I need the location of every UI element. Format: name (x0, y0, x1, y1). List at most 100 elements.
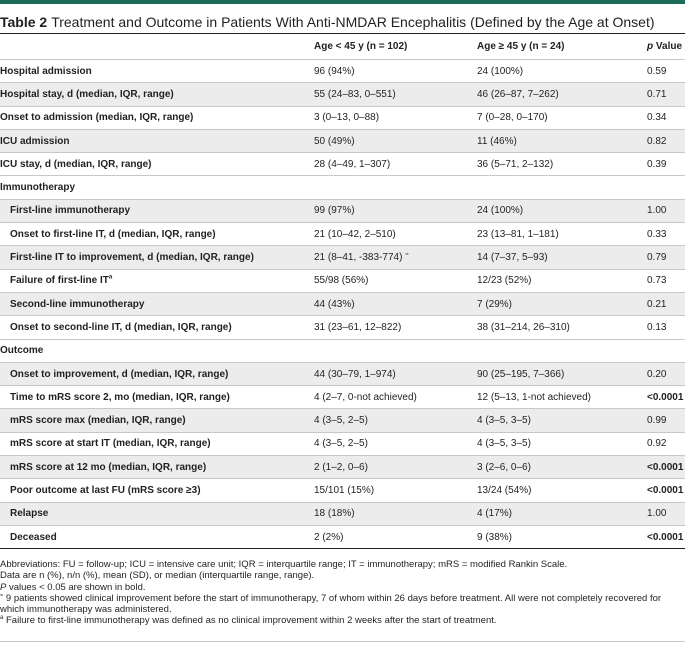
table-row: Onset to improvement, d (median, IQR, ra… (0, 362, 685, 386)
cell-p-value: 1.00 (647, 508, 667, 520)
row-label: mRS score at 12 mo (median, IQR, range) (10, 461, 207, 473)
cell-age-under-45: 28 (4–49, 1–307) (314, 158, 391, 170)
row-label: Second-line immunotherapy (10, 298, 145, 310)
footnote-improvement: ≈ 9 patients showed clinical improvement… (0, 592, 662, 616)
row-label: Outcome (0, 345, 44, 357)
cell-age-45-plus: 4 (17%) (477, 508, 513, 520)
cell-age-under-45 (314, 176, 477, 199)
table-row: Deceased 2 (2%) 9 (38%) <0.0001 (0, 525, 685, 549)
row-label: mRS score max (median, IQR, range) (10, 415, 186, 427)
cell-age-under-45: 4 (3–5, 2–5) (314, 438, 368, 450)
footnote-failure: a Failure to first-line immunotherapy wa… (0, 615, 497, 627)
row-label: ICU stay, d (median, IQR, range) (0, 158, 152, 170)
cell-p-value: 0.79 (647, 252, 667, 264)
header-p-value: p Value (647, 41, 683, 52)
cell-age-45-plus: 23 (13–81, 1–181) (477, 228, 559, 240)
table-row: ICU stay, d (median, IQR, range) 28 (4–49… (0, 152, 685, 176)
cell-p-value: 0.82 (647, 135, 667, 147)
cell-age-under-45 (314, 339, 477, 362)
cell-age-45-plus: 46 (26–87, 7–262) (477, 88, 559, 100)
cell-age-under-45: 44 (30–79, 1–974) (314, 368, 396, 380)
header-label-col (0, 34, 314, 60)
cell-age-under-45: 50 (49%) (314, 135, 355, 147)
cell-age-under-45: 3 (0–13, 0–88) (314, 112, 380, 124)
row-label: mRS score at start IT (median, IQR, rang… (10, 438, 211, 450)
cell-age-under-45: 21 (10–42, 2–510) (314, 228, 396, 240)
cell-age-under-45: 2 (2%) (314, 531, 344, 543)
cell-age-45-plus: 90 (25–195, 7–366) (477, 368, 565, 380)
cell-age-45-plus (477, 176, 647, 199)
row-label: Onset to first-line IT, d (median, IQR, … (10, 228, 216, 240)
table-row: Relapse 18 (18%) 4 (17%) 1.00 (0, 502, 685, 526)
row-label: First-line immunotherapy (10, 205, 131, 217)
cell-p-value: 0.73 (647, 275, 667, 287)
cell-p-value: <0.0001 (647, 461, 684, 473)
table-row: Second-line immunotherapy 44 (43%) 7 (29%)… (0, 292, 685, 316)
table-title: Table 2 Treatment and Outcome in Patients… (0, 4, 685, 33)
row-label: Onset to admission (median, IQR, range) (0, 112, 194, 124)
row-label: Hospital stay, d (median, IQR, range) (0, 88, 174, 100)
cell-age-under-45: 55/98 (56%) (314, 275, 369, 287)
cell-age-45-plus: 12/23 (52%) (477, 275, 532, 287)
cell-p-value (647, 176, 685, 199)
cell-age-45-plus: 4 (3–5, 3–5) (477, 438, 531, 450)
table-row: Outcome (0, 339, 685, 362)
table-number: Table 2 (0, 14, 48, 30)
cell-p-value: 0.39 (647, 158, 667, 170)
cell-p-value: 0.20 (647, 368, 667, 380)
table-row: Hospital stay, d (median, IQR, range) 55 … (0, 82, 685, 107)
cell-age-under-45: 2 (1–2, 0–6) (314, 461, 368, 473)
row-label: Hospital admission (0, 65, 92, 77)
cell-age-45-plus: 7 (0–28, 0–170) (477, 112, 548, 124)
table-row: Failure of first-line ITa 55/98 (56%) 12/2… (0, 269, 685, 292)
table-row: ICU admission 50 (49%) 11 (46%) 0.82 (0, 129, 685, 153)
header-young-group: Age < 45 y (n = 102) (314, 41, 408, 52)
cell-p-value: 0.99 (647, 415, 667, 427)
table-row: mRS score max (median, IQR, range) 4 (3–5… (0, 408, 685, 433)
cell-p-value: 0.92 (647, 438, 667, 450)
row-label: Time to mRS score 2, mo (median, IQR, ra… (10, 391, 230, 403)
row-label: First-line IT to improvement, d (median,… (10, 252, 254, 264)
table-row: Onset to second-line IT, d (median, IQR,… (0, 315, 685, 339)
row-label: Failure of first-line ITa (10, 274, 113, 287)
top-accent-bar (0, 0, 685, 4)
table-row: Onset to admission (median, IQR, range) 3… (0, 106, 685, 129)
cell-age-under-45: 4 (3–5, 2–5) (314, 415, 368, 427)
cell-age-45-plus: 12 (5–13, 1-not achieved) (477, 391, 591, 403)
cell-age-45-plus: 38 (31–214, 26–310) (477, 321, 570, 333)
cell-age-under-45: 21 (8–41, -383-774) ≈ (314, 251, 409, 264)
data-format-note: Data are n (%), n/n (%), mean (SD), or m… (0, 570, 315, 582)
row-label: Onset to improvement, d (median, IQR, ra… (10, 368, 229, 380)
row-label: Immunotherapy (0, 182, 76, 194)
cell-p-value: 0.71 (647, 88, 667, 100)
cell-age-under-45: 4 (2–7, 0-not achieved) (314, 391, 417, 403)
cell-age-45-plus: 24 (100%) (477, 205, 524, 217)
cell-p-value: <0.0001 (647, 531, 684, 543)
cell-age-under-45: 18 (18%) (314, 508, 355, 520)
cell-p-value: 0.33 (647, 228, 667, 240)
table-row: mRS score at start IT (median, IQR, rang… (0, 432, 685, 455)
cell-age-45-plus: 9 (38%) (477, 531, 513, 543)
cell-age-45-plus: 3 (2–6, 0–6) (477, 461, 531, 473)
cell-age-45-plus: 14 (7–37, 5–93) (477, 252, 548, 264)
table-row: Time to mRS score 2, mo (median, IQR, ra… (0, 385, 685, 409)
table-caption: Treatment and Outcome in Patients With A… (51, 14, 655, 30)
cell-age-45-plus: 24 (100%) (477, 65, 524, 77)
abbreviations-note: Abbreviations: FU = follow-up; ICU = int… (0, 559, 568, 571)
header-old-group: Age ≥ 45 y (n = 24) (477, 41, 565, 52)
cell-p-value (647, 339, 685, 362)
cell-age-45-plus: 36 (5–71, 2–132) (477, 158, 554, 170)
cell-p-value: 1.00 (647, 205, 667, 217)
cell-age-under-45: 31 (23–61, 12–822) (314, 321, 402, 333)
table-row: Onset to first-line IT, d (median, IQR, … (0, 222, 685, 246)
cell-age-under-45: 44 (43%) (314, 298, 355, 310)
row-label: Poor outcome at last FU (mRS score ≥3) (10, 484, 201, 496)
row-label: Deceased (10, 531, 57, 543)
cell-age-under-45: 55 (24–83, 0–551) (314, 88, 396, 100)
cell-p-value: 0.13 (647, 321, 667, 333)
p-value-note: P values < 0.05 are shown in bold. (0, 581, 146, 593)
cell-age-under-45: 96 (94%) (314, 65, 355, 77)
cell-p-value: 0.21 (647, 298, 667, 310)
table-row: First-line immunotherapy 99 (97%) 24 (100%… (0, 199, 685, 223)
cell-age-45-plus: 4 (3–5, 3–5) (477, 415, 531, 427)
